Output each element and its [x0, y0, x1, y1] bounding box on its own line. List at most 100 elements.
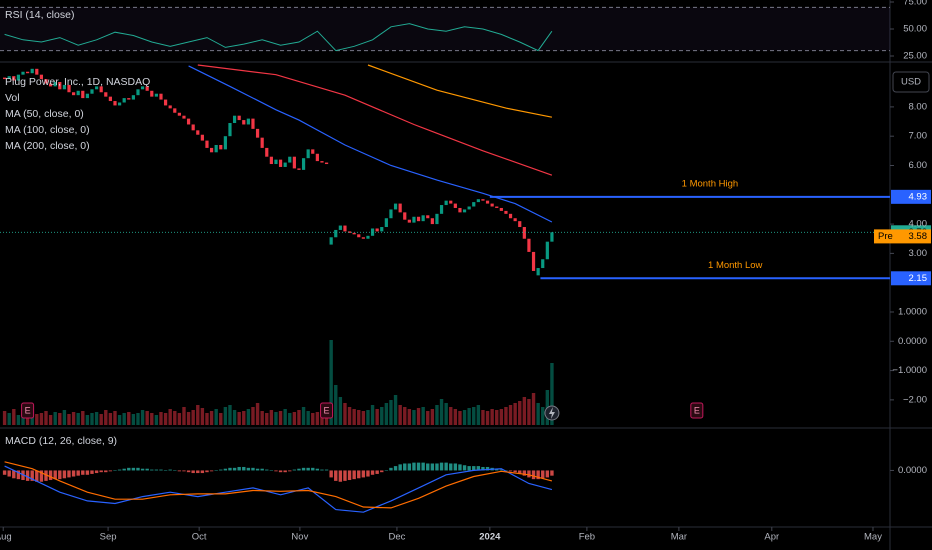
volume-bar — [292, 412, 297, 425]
premarket-tag: Pre — [878, 231, 893, 242]
volume-bar — [21, 413, 25, 425]
candle — [145, 86, 149, 91]
macd-histogram-bar — [53, 470, 57, 480]
macd-histogram-bar — [389, 467, 393, 471]
volume-bar — [168, 409, 172, 425]
volume-bar — [209, 411, 214, 425]
candle — [531, 251, 536, 271]
y-tick-label: 6.00 — [909, 160, 928, 171]
macd-histogram-bar — [154, 469, 159, 471]
volume-bar — [39, 413, 44, 425]
candle — [48, 83, 53, 87]
candle — [62, 84, 66, 90]
macd-histogram-bar — [30, 470, 34, 481]
macd-histogram-bar — [292, 469, 297, 471]
macd-histogram-bar — [12, 470, 16, 479]
candle — [481, 199, 485, 201]
candle — [237, 115, 241, 121]
candle — [416, 216, 421, 222]
macd-histogram-bar — [127, 467, 131, 471]
volume-bar — [228, 405, 232, 425]
volume-bar — [490, 409, 494, 425]
macd-histogram-bar — [297, 468, 301, 471]
candle — [81, 90, 85, 99]
macd-histogram-bar — [39, 470, 44, 482]
candle — [35, 68, 39, 75]
candle — [384, 218, 388, 228]
candle — [301, 158, 306, 170]
candle — [127, 98, 131, 100]
volume-bar — [439, 399, 444, 425]
candle — [223, 136, 227, 150]
rsi-title: RSI (14, close) — [5, 9, 74, 21]
macd-histogram-bar — [311, 467, 315, 471]
volume-bar — [67, 414, 71, 425]
candle — [366, 235, 370, 239]
currency-button[interactable] — [892, 71, 930, 93]
macd-histogram-bar — [99, 470, 103, 473]
macd-histogram-bar — [384, 470, 389, 471]
level-badge — [891, 189, 931, 204]
volume-bar — [495, 410, 499, 425]
macd-histogram-bar — [421, 462, 425, 471]
candle — [7, 76, 11, 80]
volume-bar — [71, 412, 76, 425]
volume-bar — [62, 410, 67, 425]
volume-bar — [407, 409, 412, 425]
candle — [58, 81, 62, 90]
y-tick-label: 3.00 — [909, 248, 928, 259]
macd-histogram-bar — [324, 469, 329, 471]
x-tick-label: Nov — [291, 532, 308, 543]
y-tick-label: 0.0000 — [898, 336, 927, 347]
candle — [122, 98, 126, 103]
volume-bar — [527, 399, 531, 425]
macd-histogram-bar — [159, 469, 163, 471]
candle — [357, 234, 361, 238]
macd-histogram-bar — [209, 470, 214, 472]
macd-histogram-bar — [393, 466, 398, 471]
volume-bar — [329, 340, 333, 425]
currency[interactable]: USD — [901, 77, 921, 88]
candle — [196, 130, 200, 135]
volume-bar — [117, 415, 122, 425]
y-tick-label: 1.0000 — [898, 306, 927, 317]
macd-histogram-bar — [357, 470, 361, 479]
macd-line — [4, 461, 553, 509]
candle — [412, 216, 416, 223]
macd-histogram-bar — [136, 467, 140, 471]
premarket-badge — [874, 229, 931, 244]
candle — [320, 161, 324, 163]
candle — [30, 68, 34, 74]
macd-histogram-bar — [163, 470, 168, 471]
candle — [338, 225, 342, 230]
volume-bar — [242, 411, 246, 425]
candle — [16, 74, 20, 81]
volume-bar — [315, 412, 320, 425]
volume-bar — [481, 410, 485, 425]
macd-histogram-bar — [531, 470, 536, 480]
candle — [311, 149, 315, 154]
candle — [541, 259, 545, 269]
level-value: 4.93 — [909, 191, 928, 202]
macd-histogram-bar — [191, 470, 195, 474]
volume-bar — [265, 413, 269, 425]
macd-histogram-bar — [117, 469, 122, 471]
macd-histogram-bar — [545, 470, 550, 478]
macd-histogram-bar — [375, 470, 379, 474]
volume-bar — [283, 409, 287, 425]
candle — [265, 147, 269, 157]
volume-bar — [182, 407, 186, 425]
candle — [407, 219, 411, 223]
candle — [288, 156, 292, 163]
candle — [343, 225, 347, 232]
rsi-band — [0, 7, 890, 51]
volume-bar — [499, 409, 504, 425]
macd-histogram-bar — [522, 470, 527, 476]
macd-histogram-bar — [81, 470, 85, 475]
candle — [522, 227, 526, 239]
macd-histogram-bar — [472, 466, 476, 471]
split-bolt — [548, 407, 555, 419]
x-tick-label: Feb — [579, 532, 595, 543]
volume-bar — [352, 409, 356, 425]
macd-histogram-bar — [439, 462, 444, 471]
